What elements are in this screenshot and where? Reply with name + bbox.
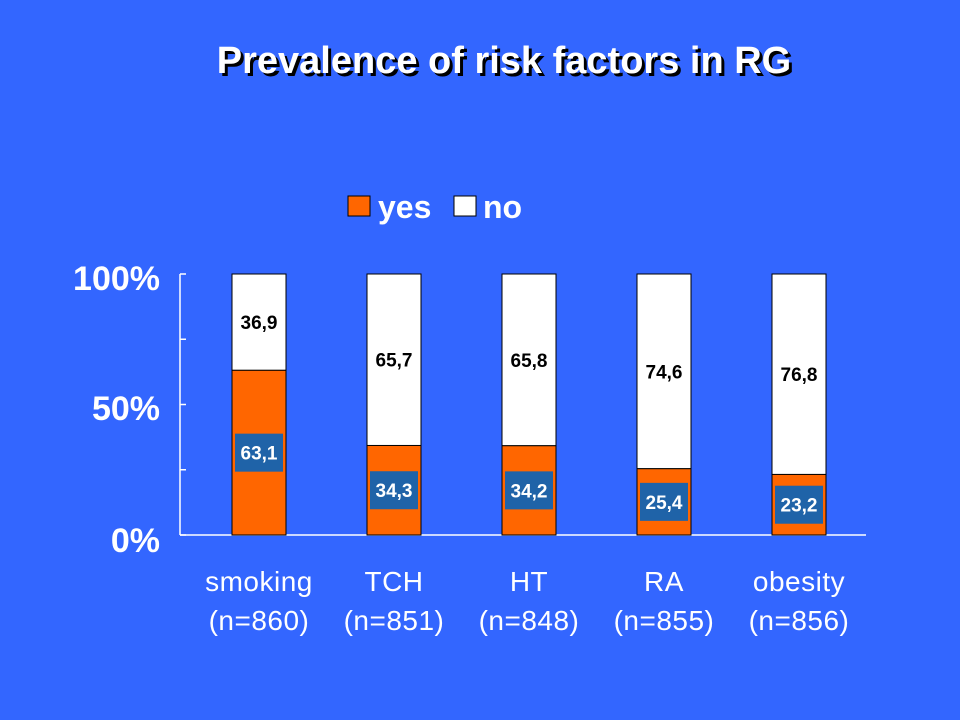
y-tick-0: 0% [111,522,160,560]
chart-title: Prevalence of risk factors in RG Prevale… [217,40,794,85]
data-label-box-yes [370,471,418,510]
data-label-no: 65,7 [376,351,413,372]
chart-title-shadow: Prevalence of risk factors in RG [220,43,794,85]
data-label-yes: 34,3 [376,481,413,502]
y-tick-50: 50% [92,390,160,428]
data-label-yes: 63,1 [241,444,278,465]
data-label-yes: 25,4 [646,493,683,514]
category-n-label: (n=848) [479,605,580,636]
data-label-yes: 23,2 [781,496,818,517]
data-label-box-yes [775,485,823,524]
y-axis-ticks [180,273,186,536]
chart-title-text: Prevalence of risk factors in RG [217,40,791,82]
category-n-label: (n=856) [749,605,850,636]
data-label-yes: 34,2 [511,481,548,502]
x-axis-labels: smoking (n=860) TCH (n=851) HT (n=848) RA (n=85… [205,566,849,636]
legend-swatch-yes [347,195,371,217]
data-label-no: 74,6 [646,362,683,383]
legend-label-yes: yes [378,189,431,225]
bar-segment-no [366,273,422,446]
y-tick-100: 100% [73,260,160,298]
axes: 100% 50% 0% [73,260,866,560]
bar-segment-no [636,273,692,470]
data-label-no: 65,8 [511,351,548,372]
category-n-label: (n=855) [614,605,715,636]
legend-label-no: no [483,189,522,225]
data-label-no: 36,9 [241,313,278,334]
legend-swatch-no [453,195,477,217]
bars: 36,9 63,1 65,7 34,3 65,8 34,2 74,6 25,4 76,8 23,2 [231,273,827,536]
category-n-label: (n=851) [344,605,445,636]
category-label: obesity [753,566,845,597]
bar-segment-no [771,273,827,475]
category-label: TCH [364,566,423,597]
legend: yes no [347,189,522,225]
data-label-box-yes [235,433,283,472]
category-label: smoking [205,566,313,597]
bar-segment-no [501,273,557,447]
category-label: HT [510,566,548,597]
data-label-box-yes [640,482,688,521]
category-n-label: (n=860) [209,605,310,636]
category-label: RA [644,566,684,597]
data-label-no: 76,8 [781,365,818,386]
bar-segment-no [231,273,287,371]
data-label-box-yes [505,471,553,510]
